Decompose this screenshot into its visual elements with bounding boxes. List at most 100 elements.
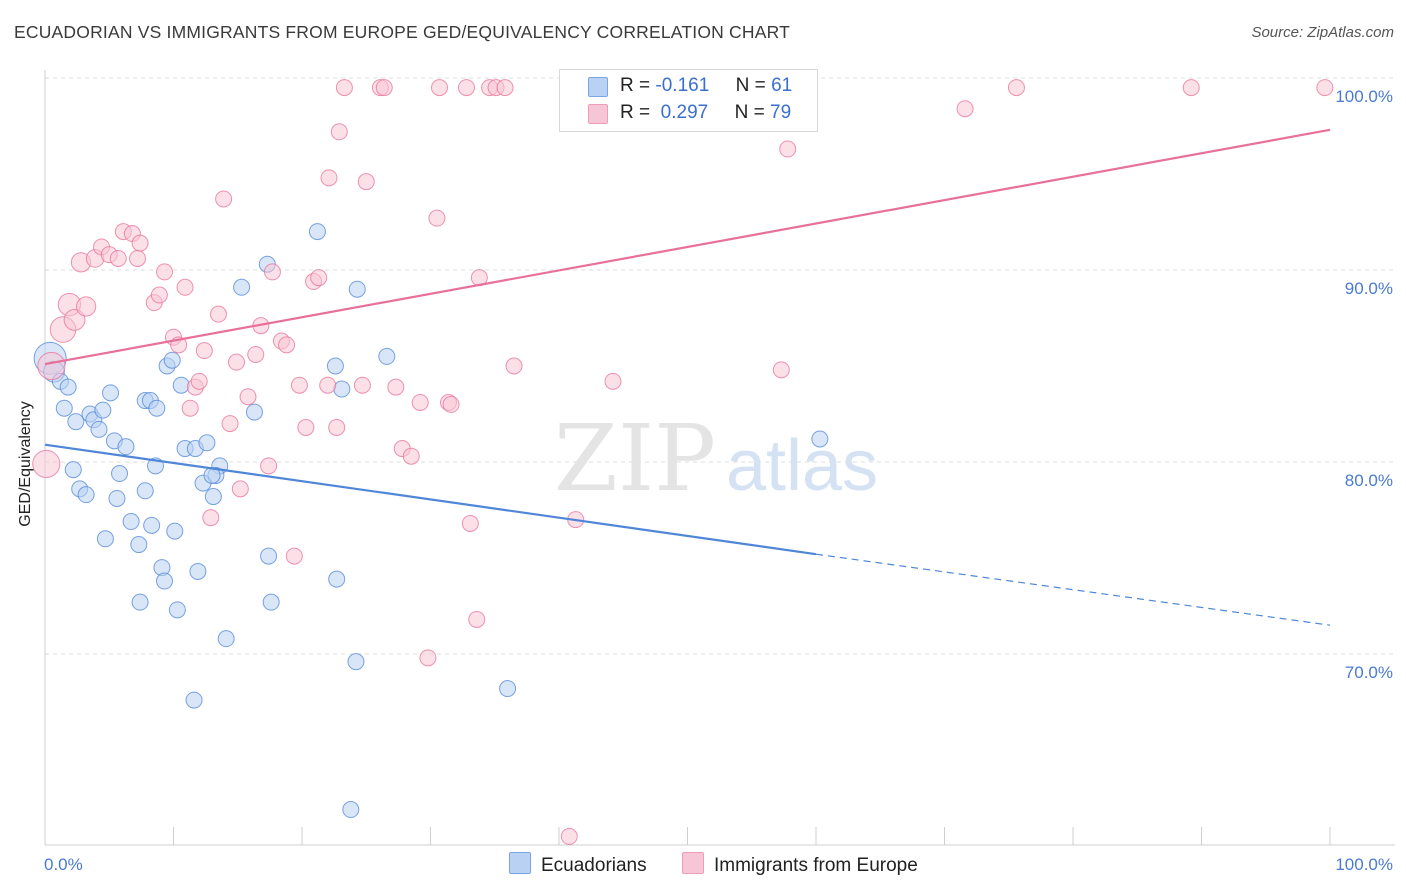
data-point (166, 522, 184, 540)
data-point (231, 480, 249, 498)
data-point (195, 342, 213, 360)
data-point (77, 486, 95, 504)
data-point (428, 209, 446, 227)
data-point (772, 361, 790, 379)
data-point (143, 516, 161, 534)
data-point (102, 384, 120, 402)
data-point (353, 376, 371, 394)
data-point (278, 336, 296, 354)
data-point (260, 457, 278, 475)
data-point (131, 593, 149, 611)
data-point (328, 570, 346, 588)
data-point (136, 482, 154, 500)
data-point (285, 547, 303, 565)
data-point (209, 305, 227, 323)
data-point (122, 513, 140, 531)
bottom-swatch-pink (682, 852, 704, 874)
data-point (190, 372, 208, 390)
data-point (430, 79, 448, 97)
chart-title: ECUADORIAN VS IMMIGRANTS FROM EUROPE GED… (14, 22, 791, 42)
legend-n-label: N = (735, 75, 766, 96)
legend-n-value: 79 (770, 102, 792, 123)
data-point (402, 447, 420, 465)
data-point (221, 415, 239, 433)
data-point (64, 461, 82, 479)
data-point (560, 827, 578, 845)
trend-lines (44, 128, 1331, 626)
legend-r-value: 0.297 (660, 102, 709, 123)
data-point (505, 357, 523, 375)
data-point (55, 399, 73, 417)
legend-n-value: 61 (771, 75, 793, 96)
bottom-swatch-blue (509, 852, 531, 874)
data-point (347, 653, 365, 671)
x-tick-label: 100.0% (1335, 855, 1393, 874)
data-point (172, 376, 190, 394)
axes (44, 70, 1395, 846)
data-point (245, 403, 263, 421)
gridlines (45, 77, 1395, 655)
trend-line-ecuadorians (44, 443, 817, 556)
data-point (150, 286, 168, 304)
bottom-legend-label: Immigrants from Europe (714, 855, 918, 876)
legend-swatch-blue (588, 77, 608, 97)
data-point (328, 418, 346, 436)
data-point (108, 489, 126, 507)
data-point (811, 430, 829, 448)
data-point (333, 380, 351, 398)
data-point (131, 234, 149, 252)
y-axis-title: GED/Equivalency (17, 401, 34, 526)
data-point (1316, 79, 1334, 97)
data-point (185, 691, 203, 709)
data-point (109, 249, 127, 267)
data-point (239, 388, 257, 406)
data-point (176, 278, 194, 296)
data-point (156, 263, 174, 281)
data-point (117, 438, 135, 456)
data-point (1182, 79, 1200, 97)
series-europe (32, 79, 1334, 845)
data-point (335, 79, 353, 97)
data-points (32, 79, 1334, 845)
data-point (320, 169, 338, 187)
data-point (189, 562, 207, 580)
data-point (442, 395, 460, 413)
data-point (357, 173, 375, 191)
data-point (129, 249, 147, 267)
data-point (37, 351, 66, 381)
data-point (499, 680, 517, 698)
data-point (156, 572, 174, 590)
data-point (263, 263, 281, 281)
data-point (198, 434, 216, 452)
data-point (233, 278, 251, 296)
data-point (290, 376, 308, 394)
legend-n-label: N = (734, 102, 765, 123)
data-point (411, 393, 429, 411)
tick-labels: 70.0% 80.0% 90.0% 100.0% 0.0% 100.0% (44, 87, 1393, 874)
legend-swatch-pink (588, 104, 608, 124)
data-point (496, 79, 514, 97)
data-point (96, 530, 114, 548)
data-point (32, 449, 61, 479)
data-point (63, 309, 86, 331)
data-point (202, 509, 220, 527)
data-point (148, 399, 166, 417)
data-point (457, 79, 475, 97)
data-point (419, 649, 437, 667)
bottom-legend-label: Ecuadorians (541, 855, 647, 876)
data-point (378, 347, 396, 365)
data-point (1007, 79, 1025, 97)
y-tick-label: 70.0% (1345, 663, 1393, 682)
bottom-legend-europe: Immigrants from Europe (682, 852, 918, 877)
data-point (76, 296, 97, 317)
data-point (67, 413, 85, 431)
data-point (461, 514, 479, 532)
watermark-atlas: atlas (726, 426, 878, 506)
bottom-legend-ecuadorians: Ecuadorians (509, 852, 647, 877)
data-point (130, 536, 148, 554)
data-point (956, 100, 974, 118)
data-point (163, 351, 181, 369)
data-point (779, 140, 797, 158)
source-label: Source: ZipAtlas.com (1251, 24, 1394, 41)
